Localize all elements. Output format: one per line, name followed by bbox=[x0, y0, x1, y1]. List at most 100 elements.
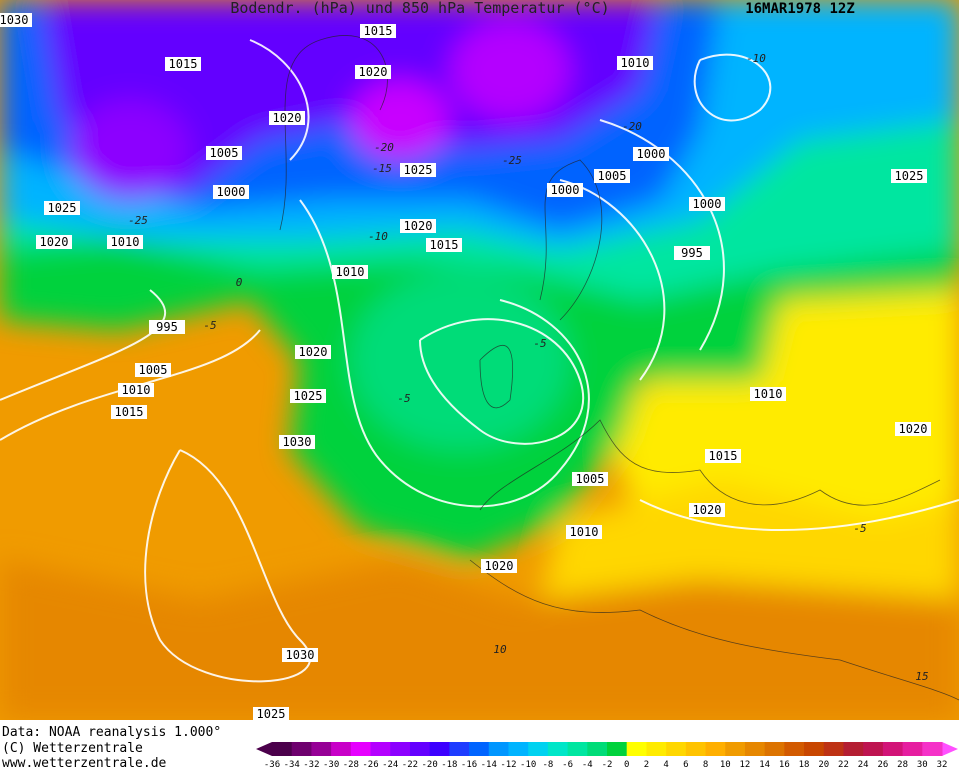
temperature-label: -20 bbox=[622, 120, 642, 133]
map-date: 16MAR1978 12Z bbox=[745, 1, 855, 17]
isobar-label-box bbox=[400, 163, 436, 177]
legend-label: -34 bbox=[284, 760, 300, 770]
credit-line: www.wetterzentrale.de bbox=[2, 756, 167, 770]
legend-swatch bbox=[291, 742, 312, 756]
isobar-label-box bbox=[135, 363, 171, 377]
legend-label: -26 bbox=[362, 760, 378, 770]
isobar-label-box bbox=[891, 169, 927, 183]
isobar-label: 1010 bbox=[122, 383, 151, 397]
isobar-label: 1010 bbox=[111, 235, 140, 249]
legend-swatch bbox=[843, 742, 864, 756]
isobar-label-box bbox=[481, 559, 517, 573]
legend-label: -4 bbox=[582, 760, 593, 770]
legend-swatch bbox=[311, 742, 332, 756]
legend-swatch bbox=[725, 742, 746, 756]
contour-labels: 1030101510151020101010201005102510001005… bbox=[0, 13, 931, 721]
isobar-label: 1030 bbox=[283, 435, 312, 449]
isobar-label-box bbox=[360, 24, 396, 38]
isobar-label: 1025 bbox=[895, 169, 924, 183]
isobar-label: 1020 bbox=[899, 422, 928, 436]
legend-swatch bbox=[922, 742, 943, 756]
isobar-label-box bbox=[44, 201, 80, 215]
isobar-label-box bbox=[572, 472, 608, 486]
legend-swatch bbox=[567, 742, 588, 756]
isobar-label-box bbox=[0, 13, 32, 27]
isobar-label: 1030 bbox=[286, 648, 315, 662]
legend-label: 32 bbox=[937, 760, 948, 770]
temperature-label: -25 bbox=[502, 154, 522, 167]
legend-swatch bbox=[863, 742, 884, 756]
legend-label: 24 bbox=[858, 760, 869, 770]
legend-label: -24 bbox=[382, 760, 398, 770]
legend-label: 16 bbox=[779, 760, 790, 770]
legend-swatch bbox=[390, 742, 411, 756]
isobar-label-box bbox=[206, 146, 242, 160]
legend-label: 26 bbox=[877, 760, 888, 770]
isobar-label: 1000 bbox=[637, 147, 666, 161]
legend-label: 4 bbox=[663, 760, 668, 770]
legend-swatch bbox=[804, 742, 825, 756]
isobar-label-box bbox=[165, 57, 201, 71]
legend-swatch bbox=[705, 742, 726, 756]
color-legend: -36 -34 -32 -30 -28 -26 -24 -22 -20 -18 -16 -14 -12-… bbox=[264, 742, 948, 770]
isobar-label: 1020 bbox=[359, 65, 388, 79]
legend-arrow-right bbox=[942, 742, 958, 756]
isobar-label-box bbox=[689, 197, 725, 211]
temperature-label: -15 bbox=[372, 162, 392, 175]
isobar-label: 1025 bbox=[294, 389, 323, 403]
isobar-label-box bbox=[111, 405, 147, 419]
isobar-label-box bbox=[253, 707, 289, 721]
isobar-label-box bbox=[149, 320, 185, 334]
temperature-label: 0 bbox=[236, 276, 243, 289]
isobar-label-box bbox=[355, 65, 391, 79]
legend-swatch bbox=[764, 742, 785, 756]
legend-swatch bbox=[370, 742, 391, 756]
legend-swatch bbox=[744, 742, 766, 756]
legend-swatch bbox=[528, 742, 549, 756]
isobar-label: 1010 bbox=[621, 56, 650, 70]
legend-swatch bbox=[331, 742, 352, 756]
isobar-label-box bbox=[290, 389, 326, 403]
legend-label: -32 bbox=[303, 760, 319, 770]
isobar-label-box bbox=[269, 111, 305, 125]
isobar-label: 1025 bbox=[257, 707, 286, 721]
legend-label: -36 bbox=[264, 760, 280, 770]
map-field bbox=[0, 0, 959, 720]
legend-label: -8 bbox=[542, 760, 553, 770]
legend-label: -14 bbox=[481, 760, 497, 770]
legend-label: 8 bbox=[703, 760, 708, 770]
map-title: Bodendr. (hPa) und 850 hPa Temperatur (°… bbox=[230, 0, 609, 17]
isobar-label: 1010 bbox=[570, 525, 599, 539]
isobar-label: 1030 bbox=[0, 13, 28, 27]
isobar-label: 1010 bbox=[336, 265, 365, 279]
isobar-label-box bbox=[332, 265, 368, 279]
legend-label: -2 bbox=[602, 760, 613, 770]
isobar-label-box bbox=[282, 648, 318, 662]
legend-swatch bbox=[547, 742, 569, 756]
isobar-label-box bbox=[594, 169, 630, 183]
legend-swatch bbox=[587, 742, 608, 756]
legend-swatch bbox=[409, 742, 431, 756]
legend-swatch bbox=[666, 742, 687, 756]
isobar-label: 1020 bbox=[485, 559, 514, 573]
isobar-label: 1000 bbox=[693, 197, 722, 211]
isobar-label: 1020 bbox=[404, 219, 433, 233]
isobar-label: 1015 bbox=[364, 24, 393, 38]
legend-arrow-left bbox=[256, 742, 272, 756]
isobar-label-box bbox=[689, 503, 725, 517]
legend-swatch bbox=[902, 742, 923, 756]
isobar-label: 995 bbox=[156, 320, 178, 334]
isobar-label-box bbox=[295, 345, 331, 359]
legend-label: 28 bbox=[897, 760, 908, 770]
legend-swatch bbox=[882, 742, 904, 756]
legend-label: -22 bbox=[402, 760, 418, 770]
isobar-label-box bbox=[674, 246, 710, 260]
legend-label: 18 bbox=[799, 760, 810, 770]
legend-label: 2 bbox=[644, 760, 649, 770]
temperature-label: -10 bbox=[746, 52, 766, 65]
temperature-label: -5 bbox=[533, 337, 546, 350]
legend-label: 20 bbox=[818, 760, 829, 770]
isobar-label-box bbox=[750, 387, 786, 401]
isobar-label-box bbox=[895, 422, 931, 436]
temperature-label: -20 bbox=[374, 141, 394, 154]
